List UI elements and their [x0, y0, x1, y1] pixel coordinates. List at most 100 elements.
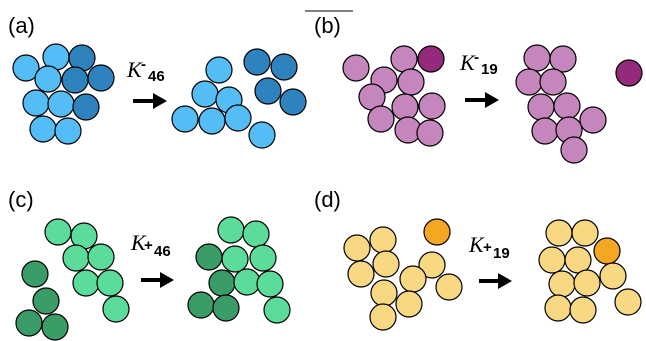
rate-index: 46: [154, 243, 171, 260]
blue-light-particle: [29, 115, 57, 143]
yellow-light-particle: [564, 246, 592, 274]
blue-dark-particle: [254, 77, 282, 105]
purple-light-particle: [367, 105, 395, 133]
yellow-light-particle: [571, 219, 599, 247]
green-dark-particle: [15, 309, 43, 337]
purple-dark-particle: [615, 59, 643, 87]
green-light-particle: [256, 270, 284, 298]
yellow-light-particle: [435, 273, 463, 301]
rate-sign: -: [141, 56, 146, 73]
panel-label-c: (c): [8, 187, 34, 212]
blue-dark-particle: [72, 93, 100, 121]
rate-symbol: K: [126, 57, 143, 82]
purple-light-particle: [523, 44, 551, 72]
green-light-particle: [87, 243, 115, 271]
panel-label-d: (d): [314, 187, 341, 212]
yellow-light-particle: [544, 294, 572, 322]
yellow-light-particle: [395, 290, 423, 318]
yellow-light-particle: [369, 226, 397, 254]
yellow-light-particle: [569, 296, 597, 324]
purple-light-particle: [397, 68, 425, 96]
blue-light-particle: [198, 107, 226, 135]
rate-symbol: K: [130, 230, 147, 255]
purple-light-particle: [416, 119, 444, 147]
purple-light-particle: [342, 54, 370, 82]
rate-symbol: K: [468, 232, 485, 257]
rate-symbol: K: [459, 50, 476, 75]
blue-dark-particle: [279, 88, 307, 116]
green-light-particle: [44, 218, 72, 246]
yellow-light-particle: [347, 260, 375, 288]
purple-light-particle: [560, 136, 588, 164]
green-light-particle: [249, 244, 277, 272]
green-light-particle: [62, 244, 90, 272]
rate-label-b: K - 19: [459, 49, 498, 78]
yellow-light-particle: [369, 303, 397, 331]
arrow-a-head: [153, 93, 167, 109]
blue-dark-particle: [270, 53, 298, 81]
purple-light-particle: [418, 92, 446, 120]
blue-light-particle: [54, 117, 82, 145]
rate-sign: -: [474, 49, 479, 66]
green-light-particle: [96, 269, 124, 297]
blue-light-particle: [171, 105, 199, 133]
rate-sign: +: [483, 239, 492, 256]
purple-light-particle: [531, 117, 559, 145]
rate-label-c: K + 46: [130, 230, 171, 260]
green-dark-particle: [21, 260, 49, 288]
purple-dark-particle: [417, 45, 445, 73]
yellow-dark-particle: [593, 237, 621, 265]
green-light-particle: [102, 295, 130, 323]
rate-label-d: K + 19: [468, 232, 510, 262]
arrow-c-head: [160, 272, 174, 288]
purple-light-particle: [549, 45, 577, 73]
purple-light-particle: [390, 45, 418, 73]
arrow-d-head: [498, 273, 512, 289]
yellow-light-particle: [573, 269, 601, 297]
green-dark-particle: [195, 243, 223, 271]
yellow-light-particle: [545, 219, 573, 247]
yellow-dark-particle: [423, 218, 451, 246]
yellow-light-particle: [548, 270, 576, 298]
green-dark-particle: [208, 269, 236, 297]
blue-light-particle: [34, 65, 62, 93]
blue-light-particle: [47, 90, 75, 118]
green-light-particle: [221, 245, 249, 273]
panel-label-a: (a): [8, 13, 35, 38]
blue-dark-particle: [243, 48, 271, 76]
yellow-light-particle: [370, 279, 398, 307]
green-dark-particle: [212, 294, 240, 322]
blue-dark-particle: [61, 66, 89, 94]
yellow-light-particle: [343, 234, 371, 262]
yellow-light-particle: [372, 250, 400, 278]
yellow-light-particle: [599, 262, 627, 290]
blue-light-particle: [12, 54, 40, 82]
green-dark-particle: [41, 313, 69, 341]
green-light-particle: [233, 268, 261, 296]
blue-dark-particle: [87, 64, 115, 92]
blue-light-particle: [205, 56, 233, 84]
purple-light-particle: [527, 93, 555, 121]
purple-light-particle: [579, 106, 607, 134]
green-dark-particle: [187, 291, 215, 319]
blue-light-particle: [22, 89, 50, 117]
rate-index: 19: [481, 61, 498, 78]
yellow-light-particle: [538, 246, 566, 274]
blue-light-particle: [248, 121, 276, 149]
purple-light-particle: [391, 93, 419, 121]
rate-sign: +: [144, 237, 153, 254]
purple-light-particle: [539, 68, 567, 96]
yellow-light-particle: [418, 251, 446, 279]
panel-label-b: (b): [314, 13, 341, 38]
rate-index: 19: [493, 245, 510, 262]
green-dark-particle: [32, 287, 60, 315]
purple-light-particle: [553, 92, 581, 120]
purple-light-particle: [515, 68, 543, 96]
green-light-particle: [72, 269, 100, 297]
yellow-light-particle: [399, 265, 427, 293]
rate-index: 46: [148, 68, 165, 85]
arrow-b-head: [485, 92, 499, 108]
green-light-particle: [242, 220, 270, 248]
blue-light-particle: [191, 80, 219, 108]
rate-label-a: K - 46: [126, 56, 165, 85]
